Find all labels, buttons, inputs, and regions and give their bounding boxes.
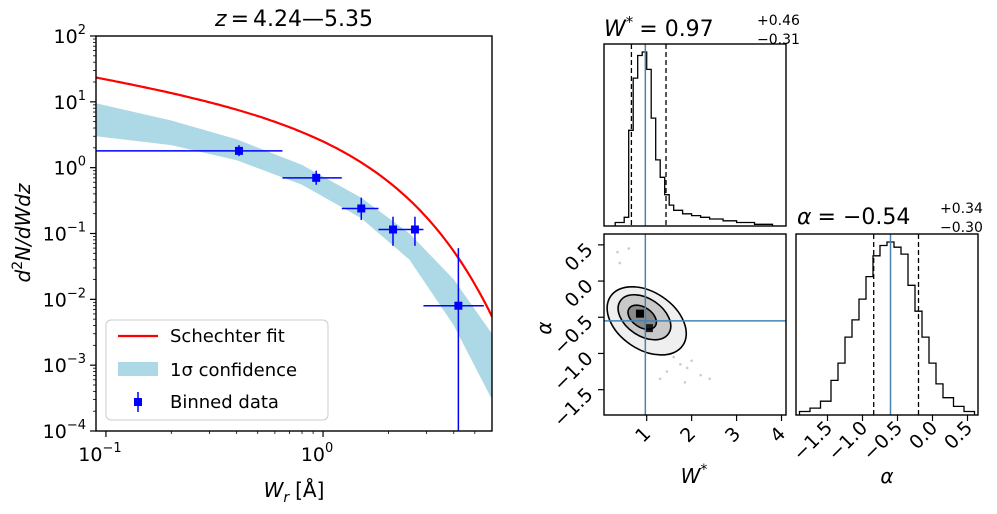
joint-y-ticks: 0.50.0−0.5−1.0−1.5	[549, 239, 604, 432]
joint-scatter-5	[665, 370, 669, 373]
alpha-plus-err: +0.34	[940, 201, 983, 217]
left-y-label: d2N/dWdz	[10, 183, 35, 282]
joint-scatter-6	[708, 377, 711, 381]
data-point-0	[234, 146, 243, 155]
alpha-x-ticks: −1.5−1.0−0.50.00.5	[789, 415, 977, 465]
schechter-fit-line	[96, 76, 492, 318]
left-x-label: Wr [Å]	[264, 478, 325, 506]
joint-axes-frame	[603, 233, 787, 416]
alpha-histogram	[798, 234, 976, 415]
joint-scatter-11	[683, 381, 687, 384]
joint-xtick-label-1: 2	[676, 423, 700, 447]
wstar-title: W* = 0.97	[604, 13, 714, 42]
joint-scatter-7	[658, 377, 662, 381]
joint-x-label: W*	[681, 462, 708, 488]
data-point-2	[357, 204, 366, 213]
joint-scatter-4	[699, 373, 702, 377]
alpha-xtick-label-2: −0.5	[859, 417, 907, 465]
joint-ytick-label-3: −1.0	[549, 347, 597, 395]
alpha-xtick-label-1: −1.0	[824, 417, 872, 465]
left-ytick-label-2: 100	[54, 155, 86, 180]
joint-peak-1	[644, 324, 653, 333]
left-ytick-label-5: 10−3	[43, 352, 86, 377]
data-point-5	[454, 301, 463, 310]
left-ytick-label-0: 102	[54, 23, 86, 48]
left-ytick-label-1: 101	[54, 89, 86, 114]
legend-fit-label: Schechter fit	[170, 326, 285, 347]
data-point-3	[389, 225, 398, 234]
left-xtick-label-1: 100	[301, 441, 333, 466]
joint-scatter-2	[685, 366, 689, 370]
alpha-xtick-label-3: 0.0	[905, 417, 942, 454]
legend-band-label: 1σ confidence	[170, 360, 297, 381]
alpha-minus-err: −0.30	[940, 220, 983, 236]
schechter-panel: z = 4.24—5.35 102 101 100 10−1 10−2 10−3 10−4 10…	[10, 7, 493, 506]
alpha-title: α = −0.54	[797, 205, 910, 230]
joint-ytick-label-1: 0.0	[561, 275, 598, 312]
joint-contour-1	[617, 293, 672, 341]
confidence-band	[96, 103, 492, 400]
wstar-histogram	[614, 44, 774, 226]
left-ytick-label-3: 10−1	[43, 221, 86, 246]
wstar-plus-err: +0.46	[757, 13, 800, 29]
alpha-axes-frame	[795, 233, 979, 416]
legend: Schechter fit 1σ confidence Binned data	[105, 319, 329, 421]
data-point-4	[410, 225, 419, 234]
wstar-hist-steps	[614, 51, 774, 226]
joint-scatter-9	[618, 261, 622, 265]
left-ytick-label-6: 10−4	[43, 418, 86, 443]
alpha-xtick-label-0: −1.5	[789, 417, 837, 465]
legend-box	[105, 319, 329, 421]
joint-peak-0	[635, 309, 644, 318]
joint-y-label: α	[532, 321, 556, 334]
joint-xtick-label-3: 4	[766, 423, 790, 447]
binned-data-points	[96, 145, 484, 431]
joint-contour-0	[606, 285, 688, 356]
joint-scatter-1	[679, 363, 682, 366]
left-title: z = 4.24—5.35	[214, 7, 373, 32]
left-x-ticks: 10−1 100	[78, 431, 476, 466]
joint-ytick-label-4: −1.5	[549, 384, 597, 432]
alpha-histogram-panel: α = −0.54 +0.34 −0.30 −1.5−1.0−0.50.00.5 …	[789, 201, 983, 488]
left-y-ticks: 102 101 100 10−1 10−2 10−3 10−4	[43, 23, 96, 443]
joint-contour-2	[627, 304, 658, 331]
joint-xtick-label-0: 1	[631, 423, 655, 447]
wstar-minus-err: −0.31	[757, 32, 800, 48]
legend-band-swatch	[118, 362, 158, 376]
wstar-axes-frame	[603, 43, 787, 227]
joint-scatter-0	[672, 355, 675, 359]
wstar-histogram-panel: W* = 0.97 +0.46 −0.31	[603, 13, 800, 227]
alpha-x-label: α	[880, 464, 893, 488]
alpha-xtick-label-4: 0.5	[940, 417, 977, 454]
joint-xtick-label-2: 3	[721, 423, 745, 447]
joint-scatter-3	[690, 359, 693, 363]
joint-scatter-8	[616, 250, 619, 254]
legend-data-marker	[134, 398, 142, 406]
left-ytick-label-4: 10−2	[43, 286, 86, 311]
left-xtick-label-0: 10−1	[78, 441, 121, 466]
joint-ytick-label-2: −0.5	[549, 311, 597, 359]
alpha-hist-steps	[798, 241, 976, 415]
joint-scatter-10	[627, 247, 631, 250]
data-point-1	[312, 173, 321, 182]
joint-ytick-label-0: 0.5	[561, 239, 598, 276]
joint-density	[604, 234, 786, 415]
legend-data-label: Binned data	[170, 392, 279, 413]
